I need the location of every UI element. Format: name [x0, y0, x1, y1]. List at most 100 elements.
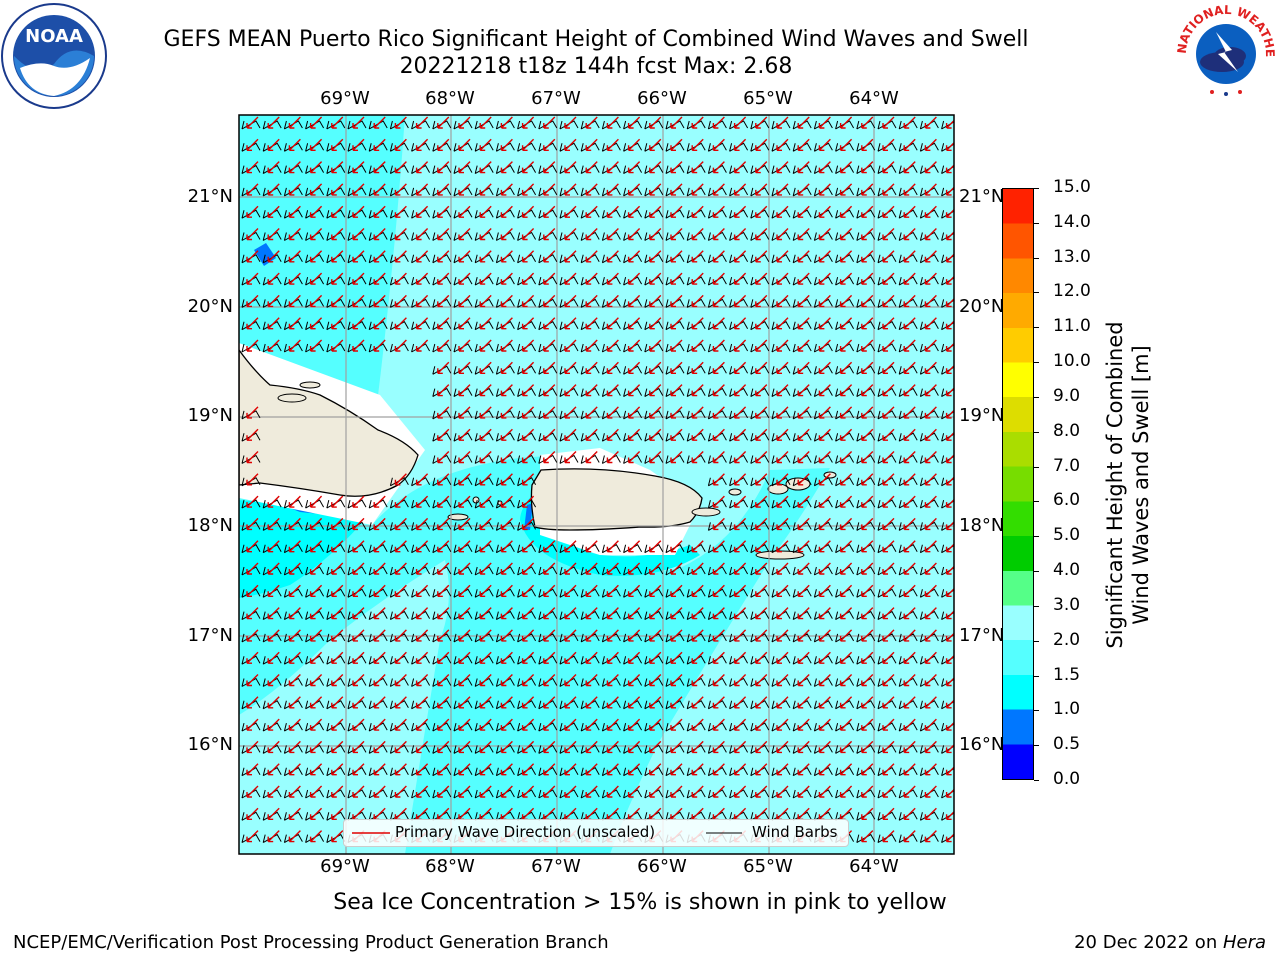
wave-direction-arrow — [691, 317, 704, 330]
wave-direction-arrow — [797, 696, 810, 709]
wave-direction-arrow — [712, 361, 725, 374]
wave-direction-arrow — [733, 651, 747, 664]
wave-direction-arrow — [839, 495, 853, 508]
lon-label-top: 67°W — [531, 88, 581, 109]
wave-direction-arrow — [331, 517, 344, 531]
wave-direction-arrow — [585, 317, 598, 330]
lat-label-right: 16°N — [959, 734, 1005, 755]
wave-direction-arrow — [521, 138, 535, 151]
wave-direction-arrow — [924, 272, 937, 285]
wave-direction-arrow — [415, 339, 429, 352]
wave-direction-arrow — [267, 138, 280, 151]
wave-direction-arrow — [945, 476, 954, 486]
wave-direction-arrow — [903, 138, 916, 151]
wave-direction-arrow — [712, 451, 725, 464]
lat-label-right: 21°N — [959, 186, 1005, 207]
wave-direction-arrow — [712, 317, 725, 330]
wave-direction-arrow — [246, 674, 259, 687]
wave-direction-arrow — [288, 763, 301, 776]
wave-direction-arrow — [437, 294, 450, 308]
wave-direction-arrow — [373, 785, 386, 798]
wave-direction-arrow — [733, 495, 747, 508]
wave-direction-arrow — [733, 250, 747, 263]
wave-direction-arrow — [288, 116, 301, 129]
wave-direction-arrow — [331, 294, 344, 308]
wave-direction-arrow — [288, 785, 301, 798]
wave-direction-arrow — [246, 250, 259, 263]
wave-direction-arrow — [606, 339, 619, 352]
wave-direction-arrow — [543, 540, 556, 553]
wave-direction-arrow — [521, 161, 535, 174]
wave-direction-arrow — [649, 763, 662, 776]
wave-direction-arrow — [733, 607, 747, 620]
wave-direction-arrow — [945, 699, 954, 709]
wave-direction-arrow — [861, 830, 874, 843]
wave-direction-arrow — [903, 629, 916, 642]
wave-direction-arrow — [903, 651, 916, 664]
colorbar-tick-mark — [1034, 571, 1039, 573]
wave-direction-arrow — [331, 250, 344, 263]
wave-direction-arrow — [373, 540, 386, 553]
colorbar-label: Significant Height of Combined Wind Wave… — [1102, 295, 1154, 675]
wave-direction-arrow — [267, 785, 280, 798]
wave-direction-arrow — [479, 116, 492, 129]
lon-label-bottom: 69°W — [320, 856, 370, 877]
wave-direction-arrow — [373, 183, 386, 196]
wave-direction-arrow — [606, 384, 619, 397]
wave-direction-arrow — [437, 272, 450, 285]
wave-direction-arrow — [755, 428, 768, 441]
wave-direction-arrow — [818, 451, 831, 464]
wave-direction-arrow — [882, 138, 895, 151]
wave-direction-arrow — [627, 740, 641, 754]
colorbar-tick-label: 6.0 — [1053, 490, 1081, 511]
wave-direction-arrow — [564, 250, 577, 263]
wave-direction-arrow — [606, 584, 619, 597]
wave-direction-arrow — [246, 451, 259, 464]
wave-direction-arrow — [712, 428, 725, 441]
wave-direction-arrow — [797, 540, 810, 553]
wave-direction-arrow — [246, 317, 259, 330]
wave-direction-arrow — [649, 228, 662, 241]
wave-direction-arrow — [776, 629, 789, 642]
wave-direction-arrow — [882, 205, 895, 218]
wave-direction-arrow — [903, 451, 916, 464]
wave-direction-arrow — [373, 607, 386, 620]
wave-direction-arrow — [500, 451, 513, 464]
wave-direction-arrow — [945, 498, 954, 508]
wave-direction-arrow — [670, 629, 683, 642]
wave-direction-arrow — [797, 361, 810, 374]
wave-direction-arrow — [945, 677, 954, 687]
wave-direction-arrow — [479, 785, 492, 798]
wave-band-1.5-2m — [239, 455, 830, 854]
wave-direction-arrow — [415, 607, 429, 620]
wave-direction-arrow — [776, 674, 789, 687]
wave-direction-arrow — [649, 317, 662, 330]
wave-direction-arrow — [479, 384, 492, 397]
wave-direction-arrow — [691, 540, 704, 553]
wave-direction-arrow — [903, 205, 916, 218]
wave-direction-arrow — [691, 272, 704, 285]
wave-direction-arrow — [606, 428, 619, 441]
colorbar-tick-label: 2.0 — [1053, 629, 1081, 650]
wave-direction-arrow — [733, 763, 747, 776]
wave-direction-arrow — [373, 651, 386, 664]
wave-direction-arrow — [733, 317, 747, 330]
wave-direction-arrow — [797, 495, 810, 508]
wave-direction-arrow — [882, 696, 895, 709]
wave-direction-arrow — [331, 830, 344, 843]
wave-direction-arrow — [479, 674, 492, 687]
wave-direction-arrow — [882, 540, 895, 553]
wave-direction-arrow — [373, 763, 386, 776]
wave-direction-arrow — [712, 406, 725, 419]
wave-direction-arrow — [818, 339, 831, 352]
wave-direction-arrow — [500, 406, 513, 419]
wave-direction-arrow — [331, 317, 344, 330]
wave-direction-arrow — [267, 540, 280, 553]
wave-direction-arrow — [458, 406, 471, 419]
wave-direction-arrow — [373, 674, 386, 687]
wave-direction-arrow — [521, 183, 535, 196]
wave-direction-arrow — [288, 607, 301, 620]
colorbar-tick-label: 8.0 — [1053, 420, 1081, 441]
wave-direction-arrow — [458, 138, 471, 151]
wave-direction-arrow — [437, 250, 450, 263]
